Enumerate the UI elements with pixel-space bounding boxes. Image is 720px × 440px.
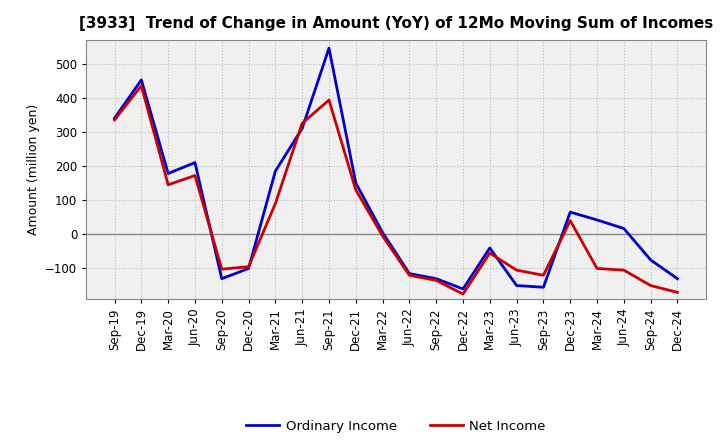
Ordinary Income [513, 283, 521, 288]
Net Income [432, 278, 441, 283]
Net Income [566, 218, 575, 223]
Ordinary Income [110, 116, 119, 121]
Ordinary Income [351, 180, 360, 186]
Line: Net Income: Net Income [114, 86, 678, 294]
Net Income [673, 290, 682, 295]
Net Income [539, 273, 548, 278]
Ordinary Income [164, 171, 173, 176]
Ordinary Income [405, 271, 414, 276]
Net Income [244, 264, 253, 269]
Line: Ordinary Income: Ordinary Income [114, 48, 678, 289]
Net Income [191, 173, 199, 178]
Ordinary Income [271, 169, 279, 174]
Net Income [164, 182, 173, 187]
Net Income [351, 187, 360, 193]
Net Income [647, 283, 655, 288]
Net Income [137, 83, 145, 88]
Net Income [325, 97, 333, 103]
Ordinary Income [137, 77, 145, 83]
Net Income [217, 267, 226, 272]
Net Income [110, 117, 119, 122]
Ordinary Income [244, 266, 253, 271]
Ordinary Income [378, 230, 387, 235]
Ordinary Income [619, 226, 628, 231]
Ordinary Income [459, 286, 467, 292]
Ordinary Income [539, 285, 548, 290]
Ordinary Income [298, 126, 307, 131]
Ordinary Income [432, 276, 441, 281]
Ordinary Income [325, 45, 333, 51]
Net Income [271, 201, 279, 206]
Net Income [405, 273, 414, 278]
Net Income [593, 266, 601, 271]
Ordinary Income [647, 257, 655, 263]
Ordinary Income [485, 246, 494, 251]
Ordinary Income [566, 209, 575, 215]
Net Income [619, 268, 628, 273]
Ordinary Income [673, 276, 682, 281]
Net Income [378, 233, 387, 238]
Title: [3933]  Trend of Change in Amount (YoY) of 12Mo Moving Sum of Incomes: [3933] Trend of Change in Amount (YoY) o… [79, 16, 713, 32]
Ordinary Income [191, 160, 199, 165]
Y-axis label: Amount (million yen): Amount (million yen) [27, 104, 40, 235]
Ordinary Income [593, 217, 601, 223]
Net Income [459, 291, 467, 297]
Net Income [485, 250, 494, 256]
Legend: Ordinary Income, Net Income: Ordinary Income, Net Income [241, 415, 551, 438]
Net Income [513, 268, 521, 273]
Net Income [298, 121, 307, 126]
Ordinary Income [217, 276, 226, 281]
